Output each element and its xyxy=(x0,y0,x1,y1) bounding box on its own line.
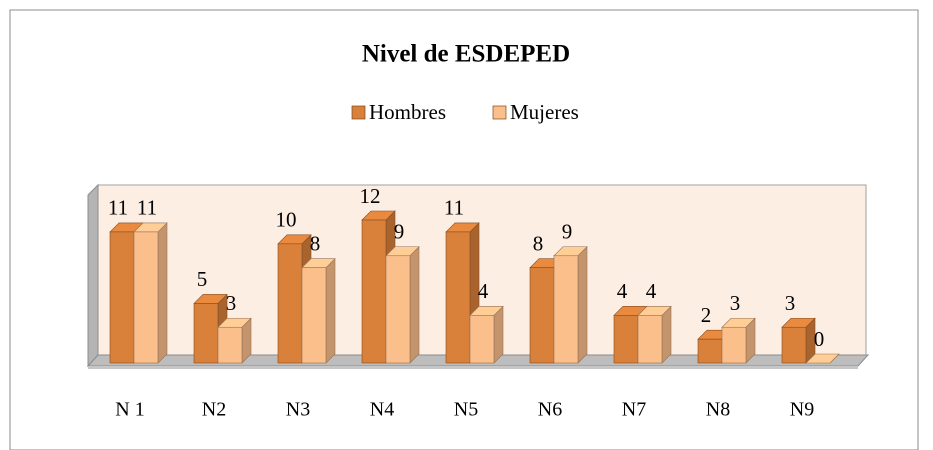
legend-label: Hombres xyxy=(369,100,446,124)
bar-side xyxy=(325,257,336,364)
bar xyxy=(133,231,159,364)
chart-title: Nivel de ESDEPED xyxy=(362,41,570,68)
data-label: 10 xyxy=(276,208,297,232)
bar xyxy=(697,338,723,364)
data-label: 4 xyxy=(617,279,628,303)
bar xyxy=(193,303,219,364)
bar xyxy=(361,219,387,364)
x-tick-label: N2 xyxy=(202,399,226,421)
bar xyxy=(277,243,303,364)
bar xyxy=(445,231,471,364)
bar xyxy=(469,315,495,364)
bar xyxy=(217,326,243,364)
bar-side xyxy=(409,246,420,364)
x-tick-label: N6 xyxy=(538,399,562,421)
x-tick-label: N 1 xyxy=(115,399,144,421)
x-tick-label: N9 xyxy=(790,399,814,421)
side-wall xyxy=(87,183,99,368)
data-label: 3 xyxy=(730,291,741,315)
bar xyxy=(553,255,579,364)
bar-side xyxy=(157,222,168,364)
data-label: 11 xyxy=(137,196,157,220)
bar xyxy=(529,267,555,364)
data-label: 2 xyxy=(701,303,712,327)
x-tick-label: N5 xyxy=(454,399,478,421)
data-label: 9 xyxy=(394,220,405,244)
data-label: 12 xyxy=(360,184,381,208)
bar-side xyxy=(577,246,588,364)
x-tick-label: N3 xyxy=(286,399,310,421)
legend-label: Mujeres xyxy=(510,100,579,124)
bar xyxy=(109,231,135,364)
data-label: 4 xyxy=(646,279,657,303)
data-label: 11 xyxy=(108,196,128,220)
data-label: 0 xyxy=(814,327,825,351)
data-label: 3 xyxy=(785,291,796,315)
legend-swatch xyxy=(351,105,366,120)
x-tick-label: N8 xyxy=(706,399,730,421)
bar xyxy=(385,255,411,364)
data-label: 4 xyxy=(478,279,489,303)
x-tick-label: N4 xyxy=(370,399,394,421)
bar xyxy=(781,326,807,364)
bar-top xyxy=(805,353,840,364)
data-label: 11 xyxy=(444,196,464,220)
x-tick-label: N7 xyxy=(622,399,646,421)
legend-swatch xyxy=(492,105,507,120)
bar xyxy=(637,315,663,364)
bar xyxy=(613,315,639,364)
data-label: 3 xyxy=(226,291,237,315)
data-label: 5 xyxy=(197,267,208,291)
bar xyxy=(301,267,327,364)
bar-side xyxy=(493,305,504,364)
data-label: 8 xyxy=(533,231,544,255)
data-label: 9 xyxy=(562,220,573,244)
bar-side xyxy=(661,305,672,364)
bar xyxy=(721,326,747,364)
data-label: 8 xyxy=(310,231,321,255)
